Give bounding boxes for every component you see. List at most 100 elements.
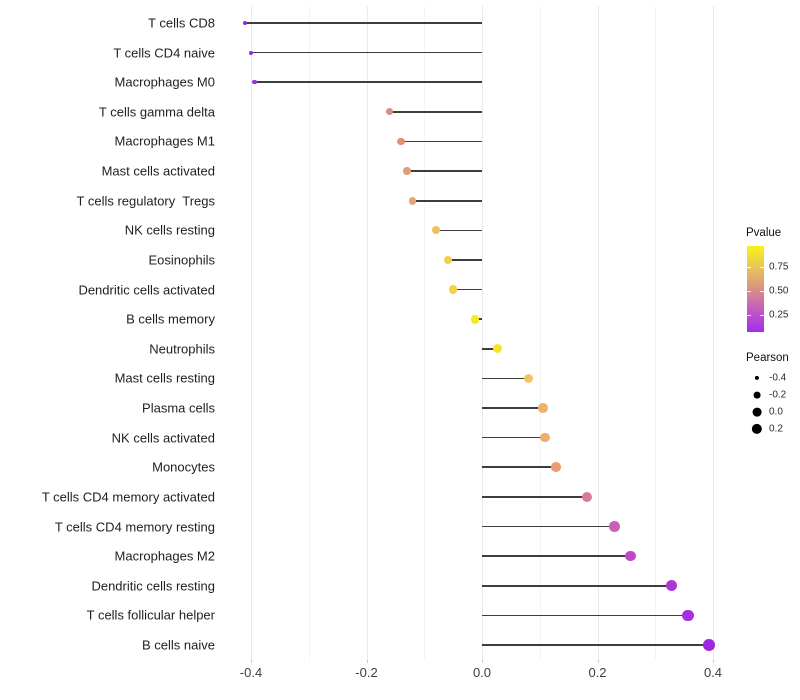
lollipop-dot [665,580,678,592]
x-tick-label: 0.2 [588,665,607,680]
lollipop-dot [397,137,405,146]
lollipop-stem [482,555,631,557]
lollipop-dot [243,20,248,26]
lollipop-stem [254,81,482,84]
lollipop-stem [482,644,709,646]
y-axis-label: NK cells activated [111,430,215,446]
y-axis-label: T cells CD4 naive [113,45,215,61]
lollipop-dot [252,80,257,85]
pearson-key-dot [751,423,763,435]
y-axis-label: T cells CD4 memory resting [54,519,215,535]
y-axis-label: T cells regulatory Tregs [76,193,215,209]
x-tick-label: 0.4 [703,665,723,680]
lollipop-stem [482,525,615,528]
pearson-key-label: 0.0 [769,406,783,418]
y-axis-label: Mast cells resting [114,370,215,386]
y-axis-label: Plasma cells [142,400,215,416]
y-axis-label: Eosinophils [148,252,216,268]
lollipop-stem [406,170,482,172]
pearson-key-dot [754,375,760,381]
gridline-major [482,6,483,660]
lollipop-dot [538,403,548,413]
x-tick-mark [366,660,368,663]
gridline-minor [539,6,541,660]
x-tick-label: -0.2 [355,665,378,680]
pvalue-colorbar [747,246,764,332]
lollipop-dot [386,108,394,116]
lollipop-stem [482,496,588,498]
lollipop-dot [682,609,694,622]
lollipop-dot [248,50,254,55]
gridline-major [597,6,599,660]
y-axis-label: T cells gamma delta [98,104,215,120]
pearson-key-label: 0.2 [769,423,783,435]
y-axis-label: Neutrophils [149,341,215,357]
pvalue-legend-title: Pvalue [746,227,782,239]
gridline-minor [424,6,426,660]
x-tick-mark [482,660,483,663]
lollipop-stem [482,377,529,380]
y-axis-label: Macrophages M1 [114,133,215,149]
pvalue-tick-mark [747,290,751,292]
lollipop-stem [482,584,672,587]
lollipop-dot [625,550,636,562]
y-axis-label: Macrophages M2 [114,548,215,564]
lollipop-dot [608,521,620,532]
pvalue-tick-mark [760,266,764,268]
lollipop-dot [493,344,503,354]
lollipop-dot [408,196,417,205]
lollipop-stem [447,259,482,261]
y-axis-label: Mast cells activated [101,163,215,179]
lollipop-stem [482,348,498,350]
lollipop-stem [482,407,544,409]
pvalue-tick-label: 0.50 [769,285,789,297]
lollipop-stem [389,111,482,113]
lollipop-stem [482,614,689,617]
pvalue-tick-mark [747,314,751,316]
x-tick-mark [251,660,252,663]
gridline-major [713,6,714,660]
y-axis-label: Dendritic cells activated [78,282,215,298]
lollipop-dot [582,491,593,502]
lollipop-stem [482,436,545,439]
gridline-major [251,6,252,660]
gridline-minor [308,6,310,660]
pearson-key-label: -0.2 [769,389,787,401]
y-axis-label: T cells CD4 memory activated [41,489,215,505]
lollipop-stem [453,288,482,291]
lollipop-dot [448,285,458,294]
y-axis-label: B cells naive [142,637,215,653]
lollipop-stem [482,466,556,469]
gridline-major [366,6,368,660]
pvalue-tick-mark [747,266,751,268]
y-axis-label: NK cells resting [124,222,215,238]
pvalue-tick-mark [760,314,764,316]
pearson-key-dot [752,407,762,417]
pvalue-tick-mark [760,290,764,292]
x-tick-label: -0.4 [239,665,263,680]
lollipop-stem [245,22,482,24]
lollipop-dot [703,639,715,651]
y-axis-label: B cells memory [126,311,215,327]
pearson-key-dot [753,391,761,399]
pearson-key-label: -0.4 [769,372,787,384]
x-tick-mark [597,660,599,663]
pvalue-tick-label: 0.75 [769,261,789,273]
lollipop-stem [412,199,482,202]
lollipop-dot [431,226,440,235]
lollipop-dot [443,255,453,265]
y-axis-label: Dendritic cells resting [91,578,215,594]
plot-panel [222,6,741,660]
lollipop-dot [551,462,561,473]
y-axis-label: T cells CD8 [148,15,215,31]
x-tick-mark [713,660,714,663]
lollipop-dot [540,432,550,443]
lollipop-dot [403,167,411,175]
lollipop-dot [524,373,534,384]
lollipop-stem [401,140,482,143]
y-axis-label: Monocytes [152,459,215,475]
x-tick-label: 0.0 [472,665,492,680]
pvalue-tick-label: 0.25 [769,309,789,321]
y-axis-label: T cells follicular helper [86,607,215,623]
